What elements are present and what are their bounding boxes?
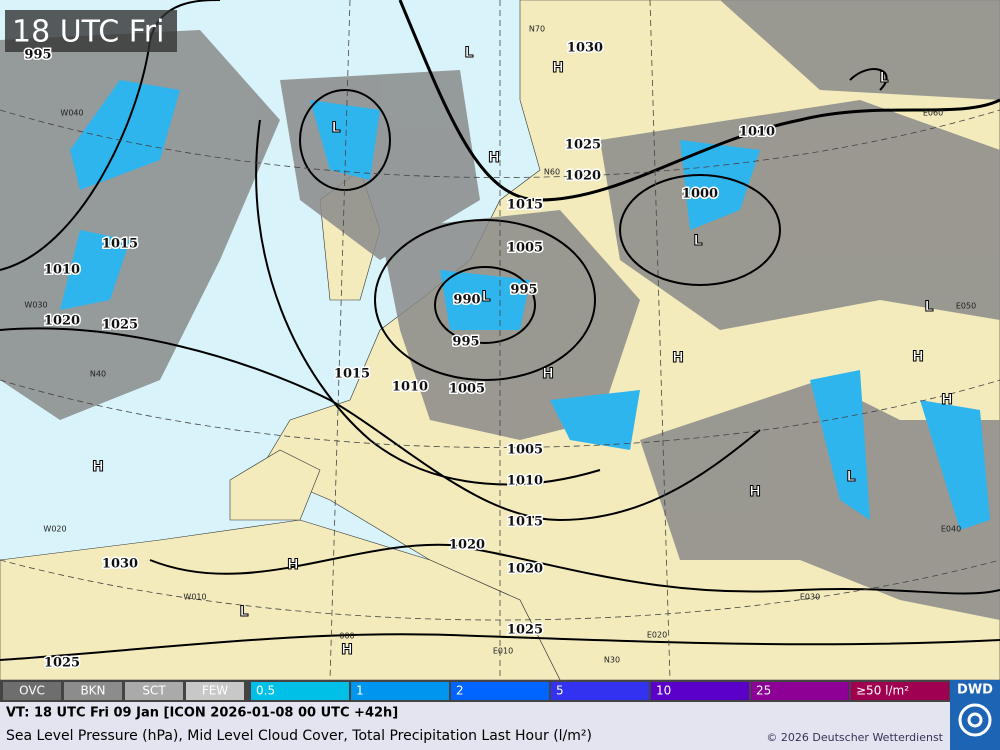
pressure-center: H <box>552 60 564 76</box>
grid-label: N70 <box>529 25 545 34</box>
isobar-label: 1020 <box>507 562 543 577</box>
grid-label: N60 <box>544 168 560 177</box>
legend-label: 25 <box>756 684 771 698</box>
isobar-label: 1020 <box>565 169 601 184</box>
isobar-label: 1015 <box>507 515 543 530</box>
legend-label: BKN <box>80 684 105 698</box>
isobars <box>0 0 1000 661</box>
legend-label: 10 <box>656 684 671 698</box>
pressure-center: H <box>542 366 554 382</box>
legend-swatch <box>351 682 449 700</box>
grid-label: W020 <box>43 525 66 534</box>
legend-label: 0.5 <box>256 684 275 698</box>
legend-label: OVC <box>19 684 45 698</box>
logo: DWD <box>957 683 993 698</box>
pressure-center: H <box>912 349 924 365</box>
grid-label: W010 <box>183 593 206 602</box>
grid-label: W030 <box>24 301 47 310</box>
pressure-center: L <box>847 469 856 485</box>
grid-label: W040 <box>60 109 83 118</box>
pressure-center: L <box>694 233 703 249</box>
isobar-label: 1010 <box>392 380 428 395</box>
legend-label: 5 <box>556 684 564 698</box>
isobar-label: 1005 <box>507 443 543 458</box>
grid-label: E010 <box>493 647 513 656</box>
graticule <box>0 0 1000 681</box>
isobar-label: 1005 <box>449 382 485 397</box>
isobar-label: 1005 <box>507 241 543 256</box>
grid-label: E050 <box>956 302 976 311</box>
isobar-label: 1025 <box>565 138 601 153</box>
time-label: 18 UTC Fri <box>12 15 164 50</box>
isobar-label: 990 <box>453 293 480 308</box>
isobar-label: 995 <box>510 283 537 298</box>
legend-swatch <box>186 682 244 700</box>
logo-mark <box>967 712 983 728</box>
isobar-label: 1030 <box>567 41 603 56</box>
isobar-label: 1030 <box>102 557 138 572</box>
grid-label: E020 <box>647 631 667 640</box>
grid-label: E030 <box>800 593 820 602</box>
pressure-center: H <box>341 642 353 658</box>
legend-swatch <box>751 682 849 700</box>
footer-bg <box>0 702 950 750</box>
isobar-label: 1025 <box>44 656 80 671</box>
pressure-center: H <box>488 150 500 166</box>
precipitation <box>60 80 990 530</box>
isobar-label: 1010 <box>507 474 543 489</box>
pressure-center: L <box>880 70 889 86</box>
isobar-label: 1010 <box>739 125 775 140</box>
pressure-center: L <box>925 299 934 315</box>
isobar-label: 995 <box>452 335 479 350</box>
isobar-label: 1015 <box>507 198 543 213</box>
legend-swatch <box>451 682 549 700</box>
legend-swatch <box>651 682 749 700</box>
pressure-center: H <box>92 459 104 475</box>
isobar-label: 1015 <box>334 367 370 382</box>
pressure-center: L <box>332 120 341 136</box>
legend-label: 2 <box>456 684 464 698</box>
isobar-label: 1020 <box>44 314 80 329</box>
copyright: © 2026 Deutscher Wetterdienst <box>766 731 943 744</box>
legend-swatch <box>551 682 649 700</box>
pressure-center: H <box>672 350 684 366</box>
legend-swatch <box>251 682 349 700</box>
isobar-label: 1025 <box>507 623 543 638</box>
legend-label: SCT <box>142 684 166 698</box>
description: Sea Level Pressure (hPa), Mid Level Clou… <box>6 728 592 744</box>
isobar-label: 1000 <box>682 187 718 202</box>
legend-swatch <box>851 682 949 700</box>
pressure-center: L <box>240 604 249 620</box>
legend-label: FEW <box>202 684 228 698</box>
legend-label: ≥50 l/m² <box>856 684 909 698</box>
time-box <box>5 10 177 52</box>
isobar-label: 1025 <box>102 318 138 333</box>
pressure-center: H <box>749 484 761 500</box>
pressure-center: H <box>941 392 953 408</box>
pressure-center: L <box>465 45 474 61</box>
valid-time: VT: 18 UTC Fri 09 Jan [ICON 2026-01-08 0… <box>6 706 398 721</box>
isobar-label: 1010 <box>44 263 80 278</box>
isobar-label: 1020 <box>449 538 485 553</box>
grid-label: E040 <box>941 525 961 534</box>
legend-swatch <box>64 682 122 700</box>
isobar-label: 1015 <box>102 237 138 252</box>
grid-label: 000 <box>339 632 354 641</box>
isobar-label: 995 <box>24 48 51 63</box>
legend-label: 1 <box>356 684 364 698</box>
legend-swatch <box>3 682 61 700</box>
grid-label: E060 <box>923 109 943 118</box>
pressure-center: L <box>482 289 491 305</box>
logo-mark <box>958 703 992 737</box>
pressure-center: H <box>287 557 299 573</box>
grid-label: N30 <box>604 656 620 665</box>
legend-swatch <box>125 682 183 700</box>
grid-label: N40 <box>90 370 106 379</box>
